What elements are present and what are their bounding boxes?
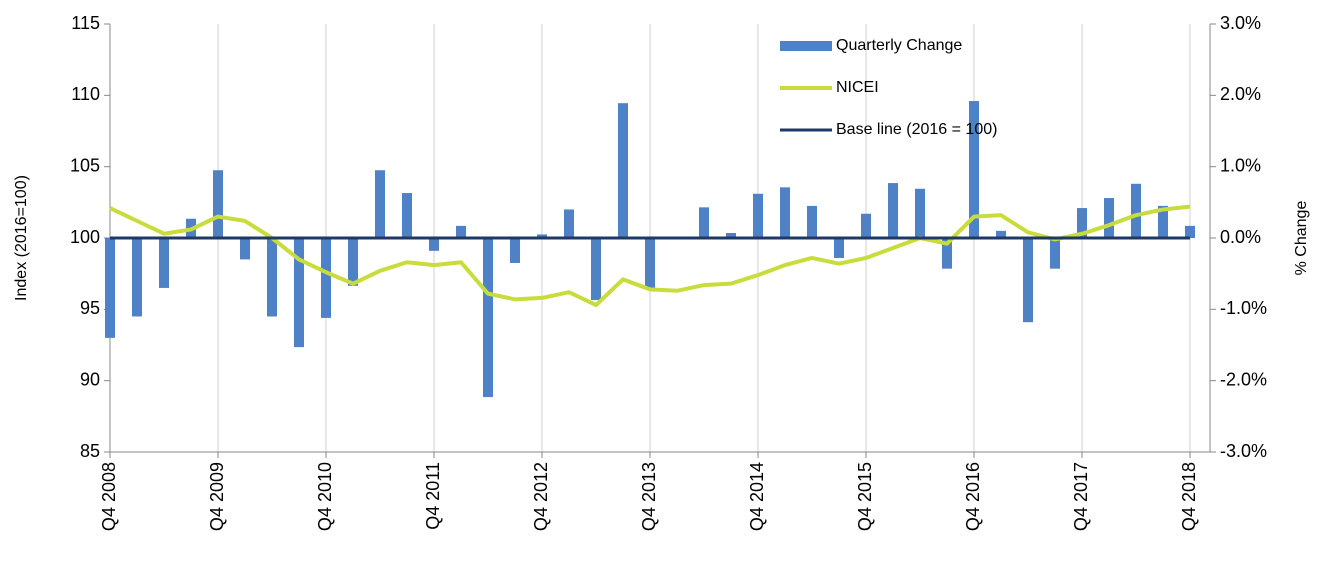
x-tick-label: Q4 2009 [207, 462, 227, 531]
bar [807, 205, 817, 238]
y2-axis-title: % Change [1293, 201, 1310, 276]
bar [861, 213, 871, 238]
bar [321, 238, 331, 318]
bar [1104, 198, 1114, 238]
bar [1050, 238, 1060, 269]
bar [1023, 238, 1033, 323]
x-tick-label: Q4 2014 [747, 462, 767, 531]
y2-tick-label: -3.0% [1220, 441, 1267, 461]
y-tick-label: 110 [71, 84, 100, 104]
bar [996, 230, 1006, 238]
legend-label: NICEI [836, 79, 879, 96]
x-tick-label: Q4 2008 [99, 462, 119, 531]
bar [753, 193, 763, 238]
bar [969, 101, 979, 238]
y-tick-label: 95 [80, 298, 100, 318]
bar [537, 234, 547, 238]
legend-label: Quarterly Change [836, 37, 962, 54]
x-tick-label: Q4 2015 [855, 462, 875, 531]
bar [456, 225, 466, 238]
bar [213, 170, 223, 238]
y2-tick-label: -2.0% [1220, 369, 1267, 389]
x-tick-label: Q4 2010 [315, 462, 335, 531]
bar [780, 187, 790, 238]
x-tick-label: Q4 2018 [1179, 462, 1199, 531]
y2-tick-label: 0.0% [1220, 227, 1261, 247]
x-tick-label: Q4 2012 [531, 462, 551, 531]
legend-swatch [780, 41, 832, 51]
bar [348, 238, 358, 286]
bar [294, 238, 304, 348]
y-axis-title: Index (2016=100) [13, 175, 30, 301]
y-tick-label: 90 [80, 369, 100, 389]
bar [105, 238, 115, 338]
bar [429, 238, 439, 251]
bar [402, 193, 412, 238]
bar [699, 207, 709, 238]
bar [1131, 183, 1141, 238]
y2-tick-label: 1.0% [1220, 155, 1261, 175]
y2-tick-label: 2.0% [1220, 84, 1261, 104]
bar [726, 233, 736, 238]
y-tick-label: 105 [70, 155, 100, 175]
x-tick-label: Q4 2013 [639, 462, 659, 531]
bar [834, 238, 844, 258]
x-tick-label: Q4 2016 [963, 462, 983, 531]
bar [645, 238, 655, 288]
line [109, 204, 1191, 308]
bar [159, 238, 169, 288]
bar [1185, 225, 1195, 238]
bar [591, 238, 601, 301]
y-tick-label: 115 [71, 13, 100, 33]
bar [618, 103, 628, 239]
bar [267, 238, 277, 317]
bar [564, 209, 574, 238]
y2-tick-label: -1.0% [1220, 298, 1267, 318]
bar [375, 170, 385, 238]
y2-tick-label: 3.0% [1220, 13, 1261, 33]
bar [483, 238, 493, 398]
bar [915, 188, 925, 238]
y-tick-label: 85 [80, 441, 100, 461]
x-tick-label: Q4 2011 [423, 462, 443, 530]
y-tick-label: 100 [70, 227, 100, 247]
bar [1158, 205, 1168, 238]
bar [240, 238, 250, 260]
bar [942, 238, 952, 269]
bar [1077, 208, 1087, 238]
x-tick-label: Q4 2017 [1071, 462, 1091, 531]
bar [888, 183, 898, 238]
bar [132, 238, 142, 317]
bar [510, 238, 520, 263]
legend-label: Base line (2016 = 100) [836, 121, 997, 138]
